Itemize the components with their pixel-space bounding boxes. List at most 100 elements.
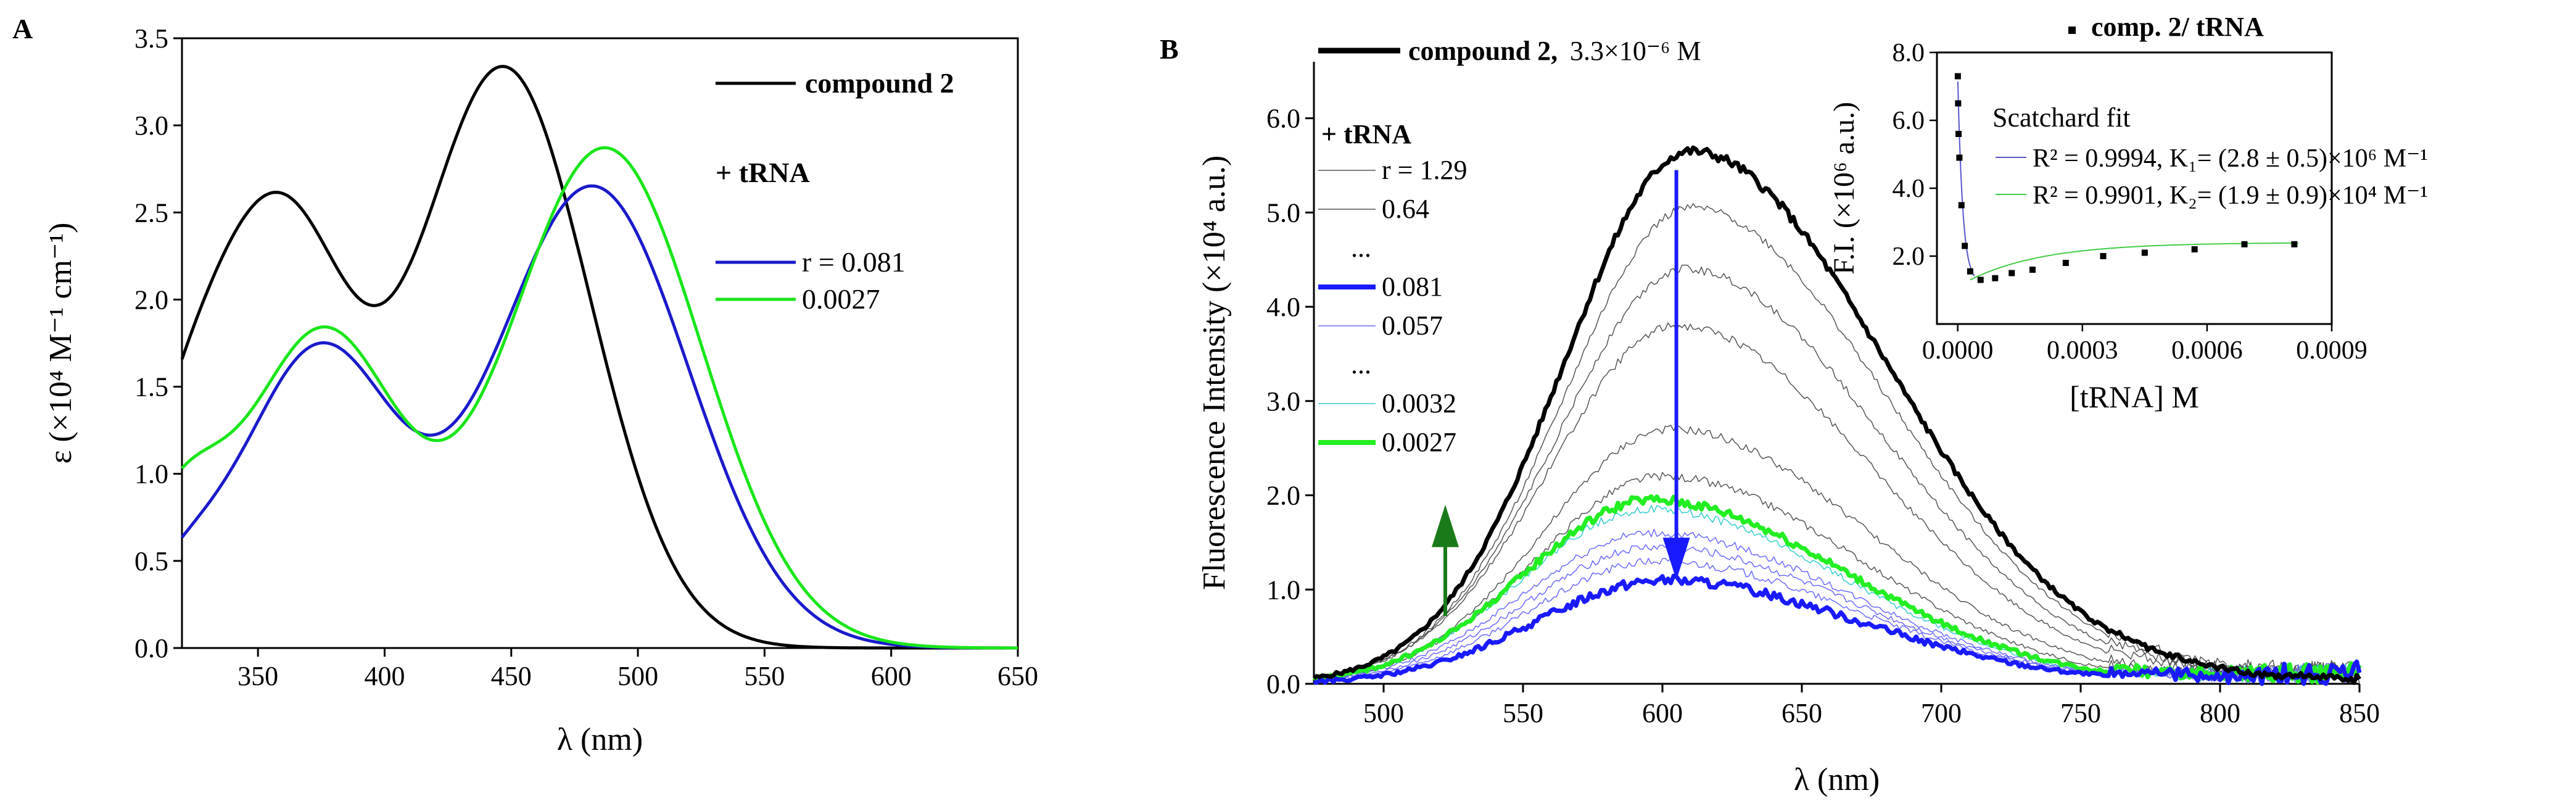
inset-y-axis-label: F.I. (×10⁶ a.u.) <box>1828 102 1860 275</box>
inset-point <box>2008 270 2015 276</box>
panel-a-legend: compound 2 + tRNA r = 0.081 0.0027 <box>716 67 954 315</box>
arrow-up-icon <box>1432 504 1459 617</box>
panel-b-legend: compound 2, 3.3×10⁻⁶ M + tRNA r = 1.29 0.64.… <box>1318 36 1701 457</box>
x-tick-label: 500 <box>617 661 658 691</box>
x-tick-label: 400 <box>364 661 405 691</box>
x-axis-label: λ (nm) <box>557 722 643 757</box>
y-axis-label: ε (×10⁴ M⁻¹ cm⁻¹) <box>43 223 78 464</box>
series-line-9 <box>1313 529 2360 683</box>
legend-entry: ... <box>1351 349 1371 380</box>
series-line-0 <box>1312 145 2361 685</box>
y-tick-label: 1.0 <box>1266 575 1300 605</box>
panel-a-frame <box>181 37 1019 649</box>
inset-point <box>2062 260 2069 266</box>
inset-point <box>2141 249 2148 256</box>
inset-point <box>1956 154 1963 161</box>
x-tick-label: 650 <box>997 661 1038 691</box>
inset-point <box>2100 253 2107 259</box>
inset-fit-1: R² = 0.9994, K₁= (2.8 ± 0.5)×10⁶ M⁻¹ <box>2033 144 2428 173</box>
y-tick-label: 3.0 <box>1266 386 1300 417</box>
series-line-2 <box>181 146 1018 650</box>
inset-y-tick-label: 4.0 <box>1893 175 1925 203</box>
inset-title: comp. 2/ tRNA <box>2091 12 2264 42</box>
legend-entry: 0.081 <box>1382 272 1443 302</box>
arrow-down-head <box>1662 538 1690 580</box>
x-tick-label: 750 <box>2060 698 2101 728</box>
series-line-6 <box>1313 573 2362 686</box>
x-tick-label: 450 <box>491 661 532 691</box>
y-tick-label: 3.0 <box>134 110 168 141</box>
legend-r0081: r = 0.081 <box>802 246 906 278</box>
x-tick-label: 350 <box>237 661 278 691</box>
inset-point <box>1992 275 1999 281</box>
panel-a-label: A <box>12 13 33 44</box>
series-line-1 <box>181 184 1018 650</box>
x-axis-label: λ (nm) <box>1794 762 1880 797</box>
panel-a: 350 400 450 500 550 600 650 0.0 0.5 1.0 1.5 2.0 2.5 3… <box>43 23 1038 757</box>
inset-point <box>2029 267 2036 273</box>
y-axis-label: Fluorescence Intensity (×10⁴ a.u.) <box>1197 156 1232 590</box>
x-tick-label: 600 <box>871 661 912 691</box>
y-tick-label: 2.0 <box>134 285 168 315</box>
inset-point <box>1977 276 1984 283</box>
legend-compound2: compound 2, <box>1408 36 1558 66</box>
inset-point <box>2291 241 2298 247</box>
y-tick-label: 2.5 <box>134 197 168 228</box>
series-line-3 <box>1313 322 2360 683</box>
panel-b: 500 550 600 650 700 750 800 850 0.0 1.0 2.0 3.0 4.0 5… <box>1197 12 2428 797</box>
legend-entry: r = 1.29 <box>1382 155 1467 185</box>
inset-y-tick-label: 2.0 <box>1893 243 1925 271</box>
x-tick-label: 600 <box>1642 698 1683 728</box>
y-tick-label: 4.0 <box>1266 292 1300 322</box>
legend-concentration: 3.3×10⁻⁶ M <box>1570 36 1701 66</box>
inset-chart: 0.0000 0.0003 0.0006 0.0009 2.0 4.0 6.0 8.0 [tRN… <box>1828 12 2428 414</box>
panel-b-label: B <box>1160 33 1179 65</box>
x-tick-label: 550 <box>744 661 785 691</box>
x-tick-label: 550 <box>1503 698 1543 728</box>
inset-x-tick-label: 0.0003 <box>2047 336 2118 365</box>
inset-x-tick-label: 0.0009 <box>2296 336 2368 365</box>
inset-point <box>1955 100 1962 107</box>
y-tick-label: 0.5 <box>134 546 168 576</box>
legend-trna: + tRNA <box>1321 119 1411 149</box>
legend-entry: ... <box>1351 233 1371 263</box>
inset-y-tick-label: 6.0 <box>1893 107 1925 135</box>
y-tick-label: 1.0 <box>134 459 168 489</box>
inset-point <box>1958 202 1965 209</box>
x-tick-label: 650 <box>1781 698 1822 728</box>
x-tick-label: 500 <box>1363 698 1404 728</box>
x-tick-label: 700 <box>1921 698 1962 728</box>
series-line-11 <box>1312 494 2362 685</box>
arrow-up-head <box>1432 504 1459 547</box>
inset-point <box>1955 131 1962 137</box>
inset-y-tick-label: 8.0 <box>1893 39 1925 67</box>
inset-x-tick-label: 0.0006 <box>2171 336 2243 365</box>
y-tick-label: 5.0 <box>1266 197 1300 228</box>
inset-point <box>2191 246 2198 252</box>
legend-r00027: 0.0027 <box>802 283 880 315</box>
legend-entry: 0.64 <box>1382 194 1429 224</box>
inset-point <box>2241 241 2248 247</box>
inset-x-tick-label: 0.0000 <box>1922 336 1994 365</box>
legend-compound2: compound 2 <box>805 67 954 99</box>
inset-point <box>1967 268 1973 275</box>
legend-entry: 0.0027 <box>1382 427 1456 457</box>
inset-x-axis-label: [tRNA] M <box>2070 380 2199 414</box>
series-line-10 <box>1313 505 2360 683</box>
inset-legend-marker <box>2068 27 2076 34</box>
inset-fit-title: Scatchard fit <box>1992 102 2131 133</box>
y-tick-label: 0.0 <box>134 633 168 663</box>
y-tick-label: 1.5 <box>134 372 168 402</box>
series-line-1 <box>1313 203 2360 682</box>
y-tick-label: 0.0 <box>1266 669 1300 699</box>
y-tick-label: 6.0 <box>1266 104 1300 134</box>
inset-point <box>1962 243 1968 249</box>
inset-point <box>1954 73 1961 80</box>
x-tick-label: 800 <box>2200 698 2240 728</box>
y-tick-label: 3.5 <box>134 23 168 54</box>
legend-trna: + tRNA <box>716 157 810 188</box>
arrow-down-icon <box>1662 170 1690 580</box>
legend-entry: 0.057 <box>1382 310 1443 341</box>
inset-fit-2: R² = 0.9901, K₂= (1.9 ± 0.9)×10⁴ M⁻¹ <box>2033 181 2428 210</box>
